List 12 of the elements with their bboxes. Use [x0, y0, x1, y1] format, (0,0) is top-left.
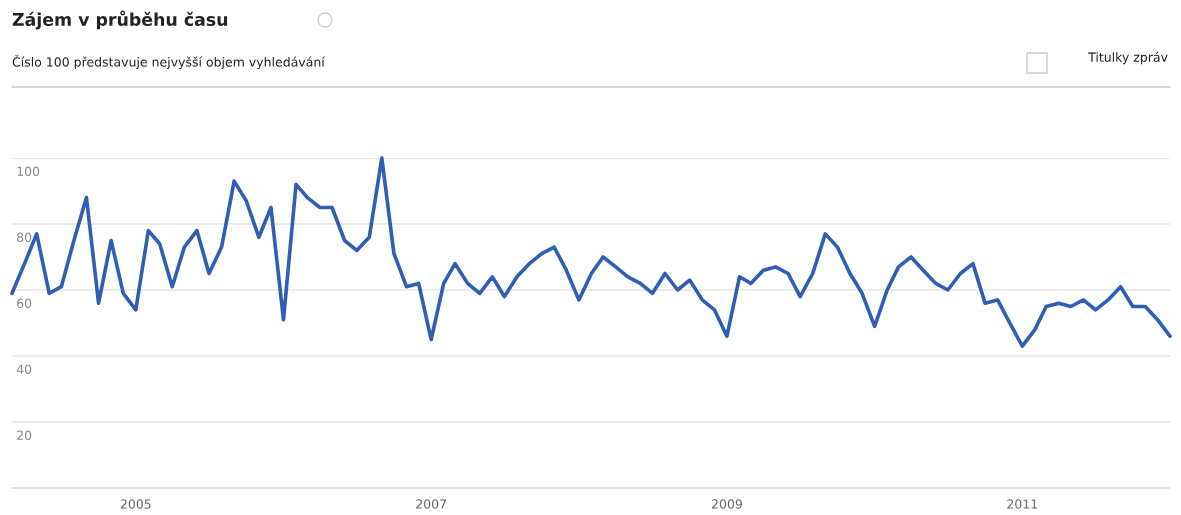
y-tick-label: 60 [17, 298, 32, 309]
y-tick-label: 20 [17, 430, 32, 441]
y-tick-label: 80 [17, 232, 32, 243]
x-tick-label: 2009 [711, 499, 742, 509]
x-tick-label: 2011 [1007, 499, 1038, 509]
x-tick-label: 2005 [120, 499, 151, 509]
text: Titulky zpráv [1088, 51, 1168, 65]
y-tick-label: 40 [16, 364, 32, 375]
chart-subtitle: Číslo 100 představuje nejvyšší objem vyhledávání [12, 54, 326, 70]
y-tick-label: 100 [17, 166, 40, 177]
chart-title: Zájem v průběhu času [12, 10, 228, 30]
x-tick-label: 2007 [416, 499, 447, 509]
